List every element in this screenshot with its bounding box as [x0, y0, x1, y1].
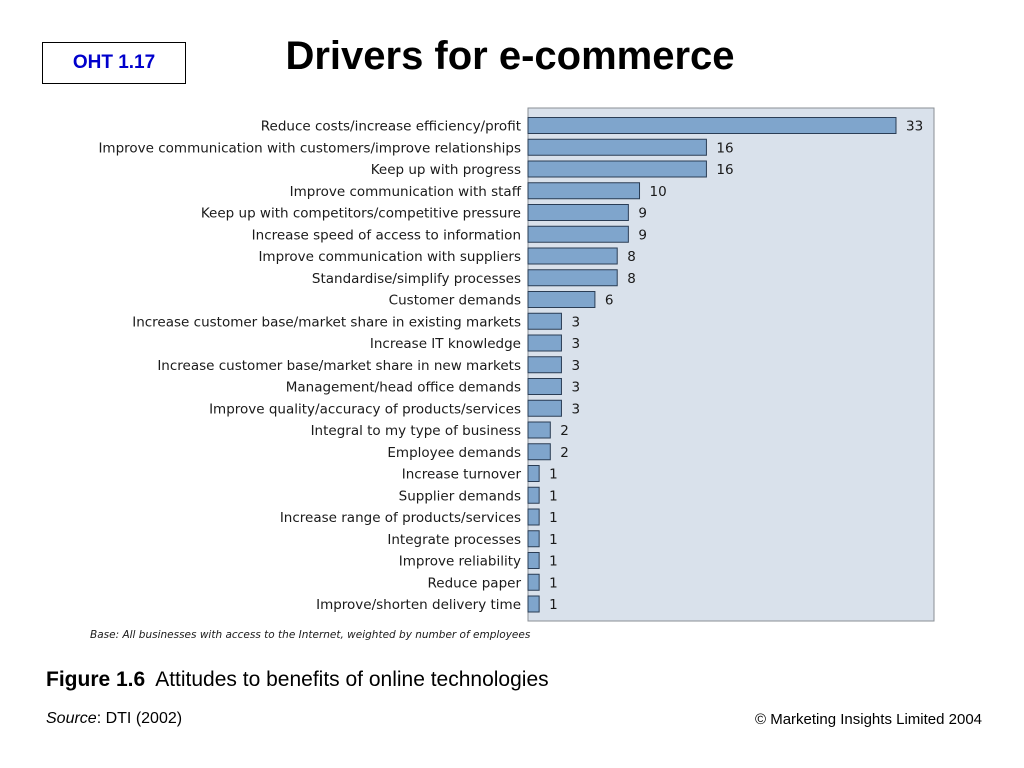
- bar-value-label: 1: [549, 532, 558, 548]
- bar-value-label: 33: [906, 119, 923, 135]
- figure-caption-text: Attitudes to benefits of online technolo…: [155, 668, 549, 691]
- category-label: Keep up with progress: [371, 162, 521, 178]
- category-label: Increase turnover: [402, 467, 522, 483]
- bar-value-label: 1: [549, 510, 558, 526]
- bar-value-label: 3: [571, 401, 580, 417]
- bar: [527, 508, 540, 526]
- category-label: Improve/shorten delivery time: [316, 597, 521, 613]
- category-label: Integrate processes: [387, 532, 521, 548]
- category-label: Supplier demands: [399, 488, 521, 504]
- source-line: Source: DTI (2002): [46, 710, 182, 728]
- bar: [527, 182, 641, 200]
- category-label: Customer demands: [389, 293, 521, 309]
- bar: [527, 291, 596, 308]
- category-label: Improve communication with customers/imp…: [98, 140, 521, 156]
- bar-value-label: 2: [560, 423, 569, 439]
- bar: [527, 421, 551, 439]
- bar-value-label: 10: [650, 184, 667, 200]
- category-label: Reduce paper: [428, 575, 522, 591]
- bar-value-label: 3: [571, 314, 580, 330]
- bar-value-label: 1: [549, 575, 558, 591]
- bar-value-label: 8: [627, 271, 636, 287]
- figure-caption: Figure 1.6 Attitudes to benefits of onlin…: [46, 668, 549, 692]
- bar: [527, 117, 897, 134]
- bar: [527, 443, 551, 461]
- bar-value-label: 1: [549, 467, 558, 483]
- category-label: Reduce costs/increase efficiency/profit: [261, 119, 521, 135]
- bar: [527, 378, 562, 395]
- bar: [527, 356, 562, 374]
- bar-value-label: 9: [638, 206, 647, 222]
- category-label: Standardise/simplify processes: [312, 271, 521, 287]
- bar-value-label: 16: [716, 140, 733, 156]
- bar-value-label: 8: [627, 249, 636, 265]
- copyright-notice: © Marketing Insights Limited 2004: [755, 711, 982, 728]
- bar-value-label: 3: [571, 336, 580, 352]
- bars: [527, 117, 897, 613]
- bar: [527, 247, 618, 265]
- bar: [527, 334, 562, 352]
- page-title: Drivers for e-commerce: [285, 34, 735, 78]
- bar-value-label: 6: [605, 293, 614, 309]
- bar-value-label: 9: [638, 227, 647, 243]
- bar: [527, 465, 540, 482]
- bar-value-label: 2: [560, 445, 569, 461]
- slide-code-box: OHT 1.17: [42, 42, 186, 84]
- bar-value-label: 3: [571, 380, 580, 396]
- bar-value-label: 16: [716, 162, 733, 178]
- bar-chart: Reduce costs/increase efficiency/profit I…: [90, 107, 935, 641]
- category-label: Management/head office demands: [286, 380, 521, 396]
- bar: [527, 138, 707, 156]
- category-label: Employee demands: [387, 445, 521, 461]
- bar-value-label: 1: [549, 488, 558, 504]
- bar: [527, 552, 540, 569]
- bar-value-label: 3: [571, 358, 580, 374]
- category-label: Improve communication with staff: [290, 184, 522, 200]
- bar-value-label: 1: [549, 597, 558, 613]
- bar-value-label: 1: [549, 554, 558, 570]
- bar: [527, 399, 562, 417]
- bar: [527, 530, 540, 548]
- category-label: Increase IT knowledge: [370, 336, 521, 352]
- chart-base-note: Base: All businesses with access to the …: [90, 629, 531, 641]
- category-label: Improve communication with suppliers: [258, 249, 521, 265]
- bar: [527, 573, 540, 591]
- bar: [527, 486, 540, 504]
- category-label: Increase speed of access to information: [252, 227, 521, 243]
- category-labels: Reduce costs/increase efficiency/profit I…: [98, 119, 521, 614]
- category-label: Integral to my type of business: [311, 423, 521, 439]
- source-label: Source: [46, 710, 97, 727]
- bar: [527, 160, 707, 178]
- source-text: : DTI (2002): [96, 710, 183, 727]
- category-label: Increase customer base/market share in e…: [132, 314, 521, 330]
- category-label: Improve quality/accuracy of products/ser…: [209, 401, 521, 417]
- category-label: Improve reliability: [399, 554, 521, 570]
- bar: [527, 225, 629, 243]
- bar: [527, 204, 629, 221]
- category-label: Keep up with competitors/competitive pre…: [201, 206, 521, 222]
- category-label: Increase customer base/market share in n…: [157, 358, 521, 374]
- slide-code: OHT 1.17: [72, 52, 156, 73]
- bar: [527, 595, 540, 613]
- bar: [527, 312, 562, 330]
- figure-number: Figure 1.6: [46, 668, 146, 691]
- bar: [527, 269, 618, 287]
- category-label: Increase range of products/services: [280, 510, 521, 526]
